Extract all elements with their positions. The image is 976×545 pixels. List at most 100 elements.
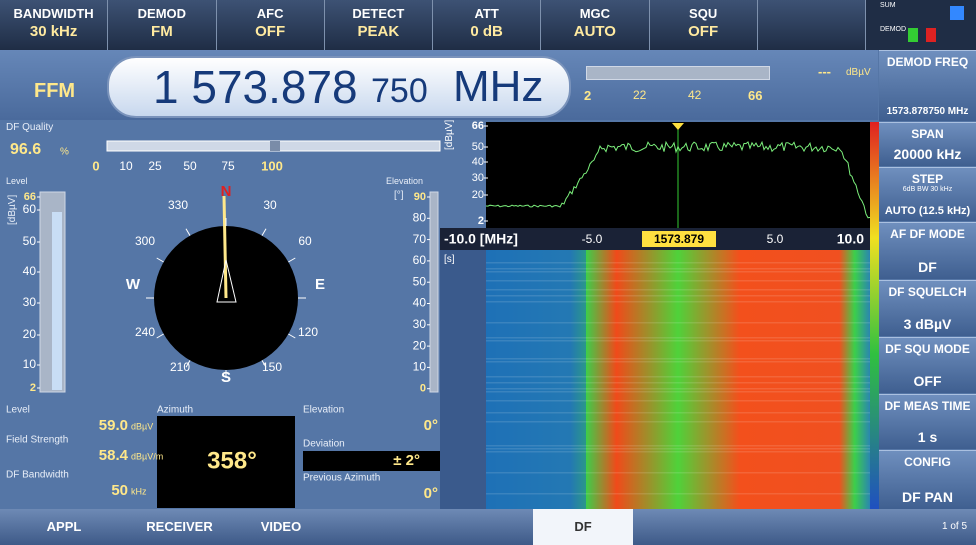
top-value: OFF: [650, 23, 757, 40]
tab[interactable]: 1 of 5: [933, 509, 976, 545]
level-readout: ---: [818, 64, 831, 79]
colorbar: [870, 122, 879, 509]
tab[interactable]: APPL: [0, 509, 129, 545]
waterfall-line: [486, 361, 870, 363]
waterfall-line: [486, 451, 870, 453]
icon: [926, 28, 936, 42]
waterfall-line: [486, 493, 870, 495]
top-cell[interactable]: [758, 0, 866, 50]
level-tick-label: 66: [24, 191, 36, 203]
waterfall-line: [486, 445, 870, 447]
elevation-tick-label: 40: [413, 296, 427, 310]
x-tick-label: -5.0: [582, 232, 603, 246]
waterfall-line: [486, 340, 870, 342]
softkey-value: OFF: [879, 373, 976, 389]
level-scale: 22: [633, 88, 646, 102]
softkey[interactable]: DF SQU MODE OFF: [879, 337, 976, 393]
waterfall-line: [486, 472, 870, 474]
quality-marker: [270, 141, 280, 151]
waterfall-line: [486, 400, 870, 402]
page: {"top_bar":[{"label":"BANDWIDTH","value"…: [0, 0, 976, 545]
top-cell[interactable]: SQU OFF: [650, 0, 758, 50]
softkey-value: 1573.878750 MHz: [879, 106, 976, 117]
tab[interactable]: [331, 509, 432, 545]
x-tick-label: 5.0: [767, 232, 784, 246]
readout-label: Level: [6, 405, 30, 416]
softkey-sub: 6dB BW 30 kHz: [879, 186, 976, 193]
level-bar: [586, 66, 770, 80]
elevation-tick-label: 70: [413, 232, 427, 246]
tab[interactable]: RECEIVER: [128, 509, 232, 545]
quality-scale: 10: [119, 159, 133, 173]
level-tick-label: 2: [30, 382, 36, 394]
readout-label: Elevation: [303, 405, 344, 416]
waterfall-line: [486, 448, 870, 450]
elevation-tick-label: 60: [413, 253, 427, 267]
y-tick-label: 50: [472, 141, 484, 153]
top-label: DETECT: [352, 6, 404, 21]
top-label: BANDWIDTH: [14, 6, 94, 21]
quality-scale: 100: [261, 158, 283, 173]
quality-scale: 0: [92, 158, 99, 173]
readout-value: 0°: [424, 417, 438, 434]
compass-degree: 120: [298, 325, 318, 339]
waterfall-line: [486, 391, 870, 393]
waterfall-line: [486, 295, 870, 297]
tab[interactable]: [431, 509, 534, 545]
softkey-value: DF: [879, 259, 976, 275]
level-tick-label: 40: [23, 264, 37, 278]
waterfall-scale: [440, 250, 486, 509]
tab[interactable]: VIDEO: [231, 509, 332, 545]
compass-tick: [157, 334, 164, 338]
icon: [908, 28, 918, 42]
softkey[interactable]: AF DF MODE DF: [879, 222, 976, 279]
tab[interactable]: DF: [533, 509, 634, 545]
softkey-value: 3 dBµV: [879, 316, 976, 332]
tab[interactable]: [633, 509, 734, 545]
readout-unit: dBµV/m: [131, 451, 163, 461]
unit: [dBµV]: [7, 195, 18, 225]
softkey-label: DF SQU MODE: [879, 338, 976, 356]
tab[interactable]: [733, 509, 834, 545]
needle: [224, 196, 226, 298]
label: Level: [6, 176, 28, 186]
waterfall-line: [486, 388, 870, 390]
waterfall-line: [486, 337, 870, 339]
y-tick-label: 20: [472, 189, 484, 201]
elevation-tick-label: 50: [413, 274, 427, 288]
top-label: AFC: [257, 6, 284, 21]
top-label: SQU: [689, 6, 717, 21]
tab[interactable]: [833, 509, 934, 545]
mode: FFM: [34, 80, 75, 103]
frequency-row: FFM 1 573.878 750 MHz 2 22 42 66 --- dBµ…: [0, 50, 878, 120]
compass-cardinal: S: [221, 369, 231, 386]
softkey-value: 1 s: [879, 429, 976, 445]
waterfall-line: [486, 358, 870, 360]
softkey-label: AF DF MODE: [879, 223, 976, 241]
readout-value: 50: [111, 482, 128, 499]
readout-value: 0°: [424, 485, 438, 502]
compass-degree: 30: [263, 198, 277, 212]
elevation-tick-label: 30: [413, 317, 427, 331]
level-tick-label: 30: [23, 295, 37, 309]
x-start: -10.0 [MHz]: [444, 231, 518, 247]
elevation-tick-label: 0: [420, 383, 426, 395]
waterfall-line: [486, 262, 870, 264]
softkey-label: SPAN: [879, 123, 976, 141]
x-tick-label: 10.0: [837, 231, 864, 247]
center-frequency: 1573.879: [654, 232, 704, 246]
level-fill: [52, 212, 62, 390]
compass-tick: [186, 229, 190, 236]
